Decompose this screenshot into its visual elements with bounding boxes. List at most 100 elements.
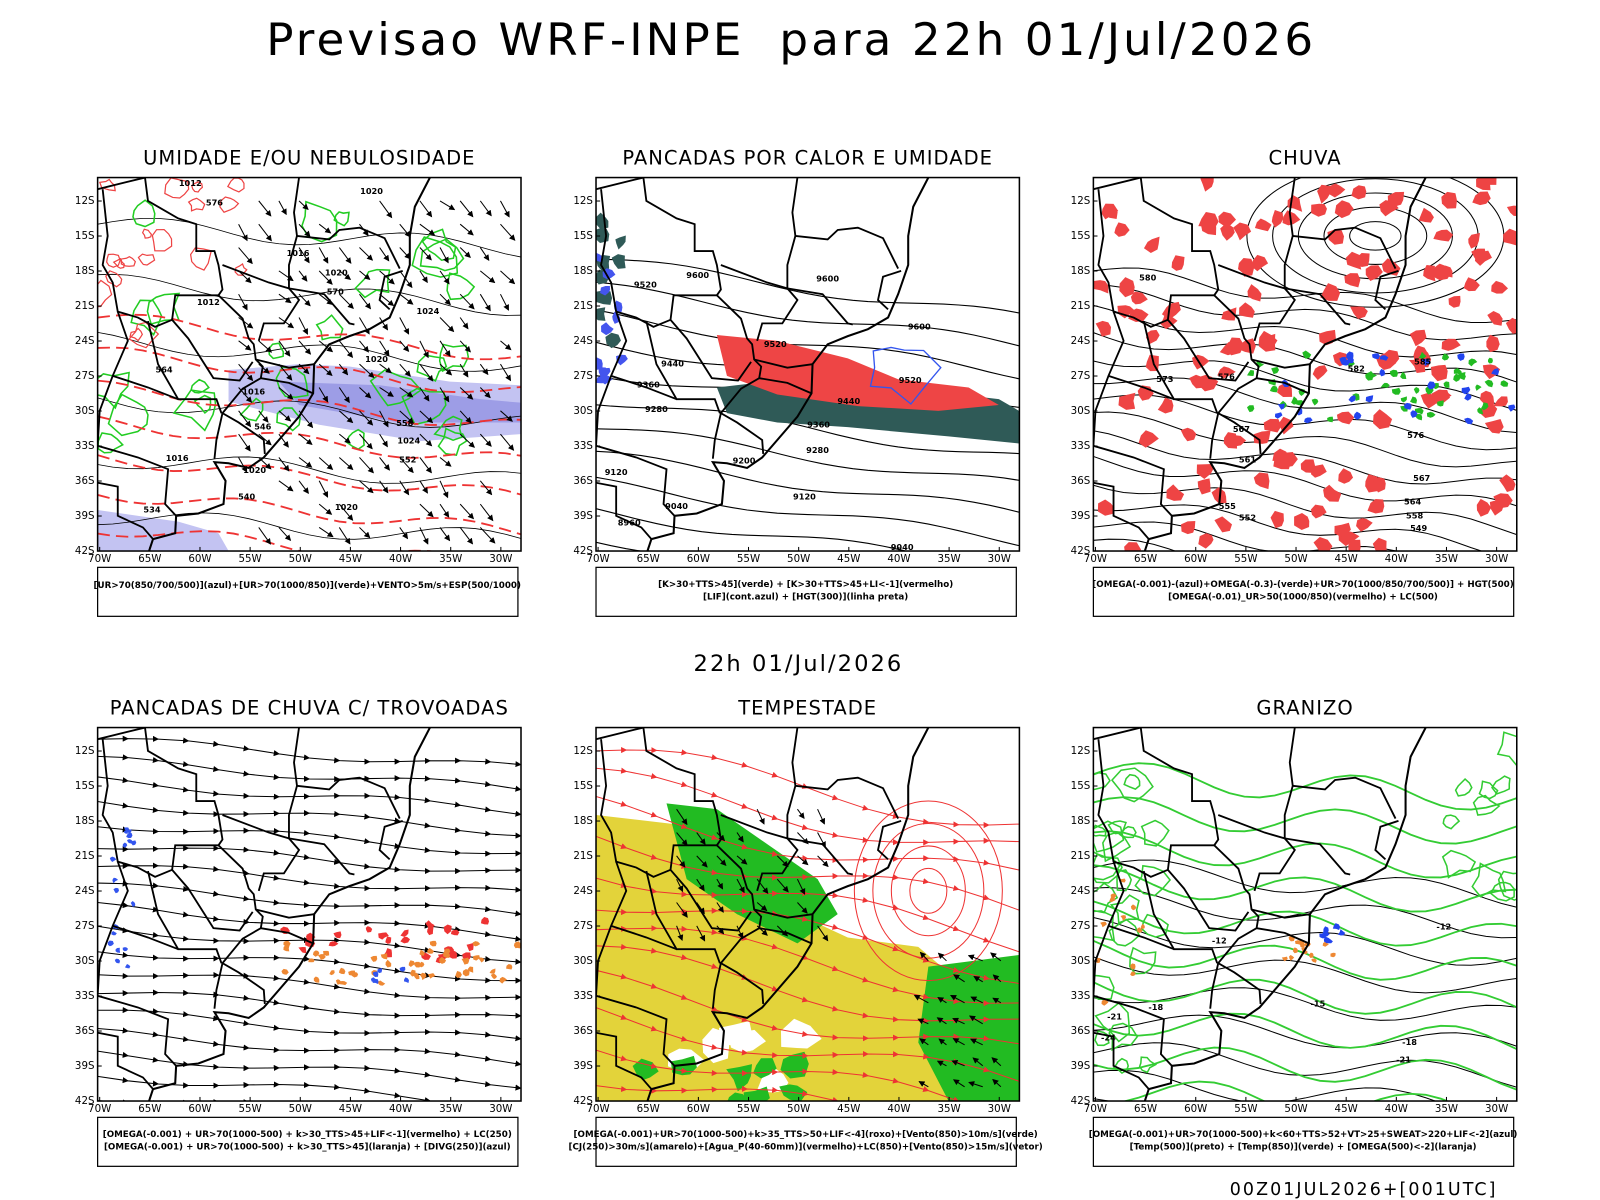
- storm-area: [308, 958, 315, 963]
- wind-vector: [696, 878, 705, 892]
- lat-tick-label: 30S: [75, 405, 95, 417]
- lon-tick-label: 65W: [637, 553, 660, 565]
- border: [378, 819, 404, 861]
- wind-vector: [696, 902, 705, 915]
- panel-title: UMIDADE E/OU NEBULOSIDADE: [143, 147, 475, 170]
- divergence-area: [127, 839, 133, 844]
- contour-line: [1093, 762, 1517, 811]
- map-panel: PANCADAS DE CHUVA C/ TROVOADAS 12S 15S 18S 2…: [75, 697, 522, 1167]
- wind-vector: [379, 457, 391, 471]
- border: [596, 727, 765, 1005]
- contour-line: [1093, 521, 1398, 552]
- wind-vector: [258, 410, 269, 423]
- contour-line: [596, 508, 908, 552]
- contour-label: 1012: [179, 178, 202, 188]
- contour-line: [1093, 1069, 1437, 1102]
- omega-area: [1352, 393, 1360, 401]
- contour-label: 9360: [807, 419, 830, 429]
- storm-area: [365, 926, 373, 933]
- lon-tick-label: 50W: [289, 1103, 312, 1115]
- contour-label: -15: [1311, 998, 1326, 1008]
- storm-area: [462, 952, 471, 960]
- lifted-index-area: [600, 286, 610, 296]
- contour-line: [1093, 859, 1517, 908]
- storm-area: [480, 916, 490, 925]
- lon-tick-label: 70W: [88, 553, 111, 565]
- wind-vector: [419, 503, 434, 518]
- legend-box: [97, 1116, 519, 1167]
- contour-label: 9040: [665, 501, 688, 511]
- wind-vector: [951, 1059, 965, 1067]
- wind-vector: [318, 340, 334, 353]
- contour-loop: [106, 253, 121, 268]
- wind-vector: [479, 293, 491, 312]
- omega-area: [1311, 398, 1319, 406]
- legend-text: [OMEGA(-0.001) + UR>70(1000-500) + k>30_…: [104, 1142, 511, 1152]
- wind-vector: [238, 223, 248, 242]
- wind-vector: [399, 387, 414, 398]
- rain-area: [1418, 207, 1434, 223]
- storm-area: [439, 956, 447, 964]
- border: [1093, 311, 1125, 450]
- lat-tick-label: 39S: [573, 510, 593, 522]
- wind-vector: [359, 247, 374, 261]
- wind-vector: [419, 480, 428, 494]
- contour-label: 8960: [618, 517, 641, 527]
- lon-tick-label: 50W: [1284, 1103, 1307, 1115]
- rain-area: [1300, 459, 1316, 473]
- wind-vector: [797, 902, 808, 914]
- rain-area: [1463, 277, 1480, 292]
- lat-tick-label: 33S: [75, 440, 95, 452]
- wind-vector: [379, 200, 393, 219]
- border: [1093, 1031, 1150, 1090]
- wind-vector: [439, 363, 453, 376]
- border: [1217, 177, 1296, 290]
- contour-line: [596, 450, 1020, 513]
- omega-area: [1464, 417, 1474, 425]
- rain-area: [1128, 308, 1149, 322]
- border: [97, 861, 129, 1000]
- lon-tick-label: 65W: [138, 1103, 161, 1115]
- legend-box: [595, 566, 1017, 617]
- wind-vector: [938, 1038, 947, 1046]
- wind-vector: [936, 1017, 947, 1025]
- wind-vector: [439, 247, 449, 264]
- contour-loop: [333, 211, 350, 227]
- wind-vector: [756, 808, 765, 825]
- lon-tick-label: 50W: [787, 1103, 810, 1115]
- omega-area: [1400, 396, 1407, 403]
- contour-loop: [137, 253, 156, 266]
- contour-label: 564: [1404, 496, 1421, 506]
- border: [112, 374, 179, 401]
- humidity-area: [278, 381, 521, 423]
- contour-line: [1093, 900, 1517, 947]
- map-content: [1093, 727, 1517, 1102]
- contour-label: 9040: [891, 542, 914, 552]
- storm-area: [339, 981, 348, 986]
- map-content: [1093, 177, 1517, 552]
- border: [596, 1031, 653, 1090]
- omega-area: [1459, 371, 1466, 380]
- wind-vector: [419, 527, 429, 545]
- instability-area: [596, 307, 606, 321]
- lifted-index-contour: [869, 346, 942, 405]
- rain-area: [1294, 513, 1310, 530]
- wind-vector: [338, 363, 349, 376]
- wind-vector: [298, 223, 311, 238]
- omega-area: [1269, 385, 1278, 393]
- contour-loop: [437, 427, 468, 457]
- wind-vector: [419, 457, 432, 474]
- lat-tick-label: 15S: [1071, 780, 1091, 792]
- border: [147, 320, 223, 414]
- wind-vector: [992, 974, 1002, 983]
- omega-area: [1379, 355, 1389, 361]
- lat-tick-label: 36S: [75, 1025, 95, 1037]
- border: [720, 177, 799, 290]
- wind-vector: [399, 457, 414, 474]
- omega-area: [1327, 416, 1334, 423]
- rain-area: [1338, 468, 1354, 484]
- wind-vector: [459, 293, 475, 310]
- hail-area: [1136, 927, 1143, 933]
- border: [1108, 374, 1175, 401]
- wind-vector: [500, 433, 515, 451]
